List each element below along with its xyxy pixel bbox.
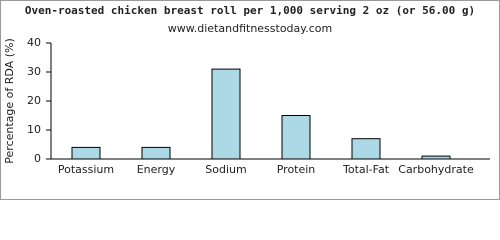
y-tick-label: 10: [27, 123, 41, 136]
x-tick-label: Sodium: [205, 163, 246, 176]
chart: Oven-roasted chicken breast roll per 1,0…: [0, 0, 500, 200]
x-tick-label: Carbohydrate: [398, 163, 474, 176]
y-tick-label: 20: [27, 94, 41, 107]
bar: [211, 68, 241, 160]
bar: [421, 155, 451, 160]
chart-title: Oven-roasted chicken breast roll per 1,0…: [25, 4, 475, 17]
bar: [71, 146, 101, 160]
bar: [351, 138, 381, 160]
chart-subtitle: www.dietandfitnesstoday.com: [168, 22, 332, 35]
bar: [141, 146, 171, 160]
bar: [281, 115, 311, 160]
x-tick-label: Total-Fat: [342, 163, 390, 176]
y-axis-label: Percentage of RDA (%): [3, 38, 16, 163]
x-tick-label: Energy: [137, 163, 176, 176]
x-tick-label: Protein: [277, 163, 316, 176]
y-tick-label: 40: [27, 36, 41, 49]
x-tick-label: Potassium: [58, 163, 114, 176]
y-tick-label: 0: [34, 152, 41, 165]
y-tick-label: 30: [27, 65, 41, 78]
